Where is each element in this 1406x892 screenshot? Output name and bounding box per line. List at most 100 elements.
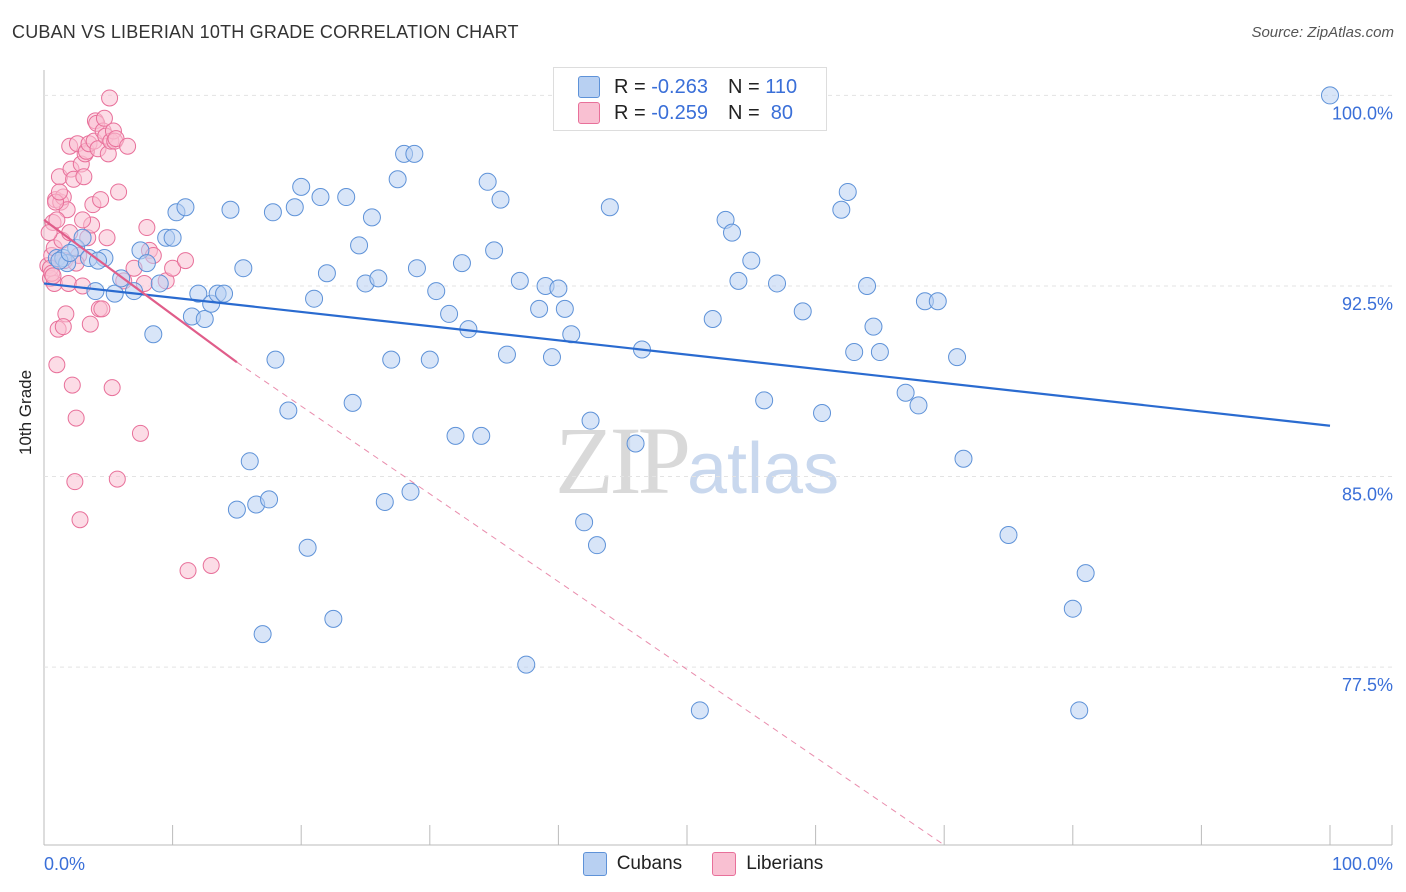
cubans-point [440, 304, 459, 323]
cubans-point [858, 276, 877, 295]
cubans-point [73, 228, 92, 247]
cubans-point [587, 536, 606, 555]
cubans-point [125, 282, 144, 301]
cubans-point [195, 310, 214, 329]
cubans-point [742, 251, 761, 270]
cubans-point [530, 299, 549, 318]
cubans-point [227, 500, 246, 519]
cubans-point [105, 284, 124, 303]
cubans-point [793, 302, 812, 321]
cubans-point [845, 343, 864, 362]
cubans-point [285, 198, 304, 217]
cubans-point [690, 701, 709, 720]
stats-legend: R = -0.263 N = 110 R = -0.259 N = 80 [553, 67, 827, 131]
legend-item-liberians[interactable]: Liberians [712, 852, 823, 876]
cubans-point [163, 228, 182, 247]
cubans-point [1076, 564, 1095, 583]
cubans-point [870, 343, 889, 362]
liberians-point [202, 556, 220, 574]
liberians-point [108, 470, 126, 488]
cubans-point [452, 254, 471, 273]
cubans-point [491, 190, 510, 209]
cubans-point [478, 172, 497, 191]
cubans-point [896, 383, 915, 402]
cubans-point [581, 411, 600, 430]
liberians-point [176, 252, 194, 270]
liberians-point [67, 409, 85, 427]
cubans-point [427, 282, 446, 301]
watermark: ZIPatlas [555, 405, 839, 516]
cubans-point [446, 426, 465, 445]
cubans-point [240, 452, 259, 471]
cubans-point [723, 223, 742, 242]
chart-title: CUBAN VS LIBERIAN 10TH GRADE CORRELATION… [12, 22, 519, 42]
stats-legend-liberians: R = -0.259 N = 80 [578, 101, 793, 125]
liberians-point [54, 318, 72, 336]
cubans-point [60, 243, 79, 262]
cubans-point [311, 188, 330, 207]
watermark-atlas: atlas [687, 429, 840, 509]
liberians-point [138, 219, 156, 237]
cubans-point [350, 236, 369, 255]
cubans-point [832, 200, 851, 219]
cubans-point [1321, 86, 1339, 105]
cubans-point [189, 284, 208, 303]
cubans-point [407, 259, 426, 278]
liberians-point [81, 315, 99, 333]
cubans-point [369, 269, 388, 288]
y-tick-label: 100.0% [1332, 103, 1393, 123]
cubans-point [305, 289, 324, 308]
legend-item-cubans[interactable]: Cubans [582, 852, 683, 876]
stats-legend-cubans: R = -0.263 N = 110 [578, 75, 797, 99]
cubans-legend-label: Cubans [616, 853, 683, 874]
cubans-point [150, 274, 169, 293]
cubans-legend-swatch [582, 852, 607, 876]
liberians-point [59, 274, 77, 292]
cubans-r-label: R = [614, 75, 646, 98]
cubans-point [260, 490, 279, 509]
cubans-point [176, 198, 195, 217]
liberians-point [131, 424, 149, 442]
liberians-point [98, 229, 116, 247]
liberians-point [110, 183, 128, 201]
cubans-point [928, 292, 947, 311]
liberians-point [75, 168, 93, 186]
liberians-point [48, 356, 66, 374]
cubans-point [600, 198, 619, 217]
cubans-point [279, 401, 298, 420]
liberians-n-value: 80 [770, 101, 794, 124]
cubans-point [948, 348, 967, 367]
y-axis-label: 10th Grade [16, 369, 35, 455]
liberians-point [92, 191, 110, 209]
cubans-point [86, 282, 105, 301]
cubans-r-value: -0.263 [651, 75, 708, 98]
liberians-legend-swatch [712, 852, 737, 876]
cubans-point [472, 426, 491, 445]
cubans-point [517, 655, 536, 674]
liberians-point [66, 473, 84, 491]
cubans-point [1063, 599, 1082, 618]
y-tick-label: 85.0% [1342, 485, 1393, 505]
cubans-point [729, 271, 748, 290]
liberians-point [179, 562, 197, 580]
cubans-point [382, 350, 401, 369]
cubans-point [954, 449, 973, 468]
cubans-n-label: N = [727, 75, 760, 98]
y-tick-label: 92.5% [1342, 294, 1393, 314]
liberians-legend-label: Liberians [746, 853, 824, 874]
cubans-point [292, 177, 311, 196]
cubans-point [343, 393, 362, 412]
cubans-point [909, 396, 928, 415]
liberians-point [48, 211, 66, 229]
cubans-point [420, 350, 439, 369]
liberians-points [39, 89, 220, 580]
cubans-point [405, 144, 424, 163]
cubans-point [401, 482, 420, 501]
liberians-point [50, 183, 68, 201]
cubans-point [144, 325, 163, 344]
cubans-point [263, 203, 282, 222]
liberians-swatch [578, 102, 600, 124]
cubans-point [137, 254, 156, 273]
liberians-point [71, 511, 89, 529]
